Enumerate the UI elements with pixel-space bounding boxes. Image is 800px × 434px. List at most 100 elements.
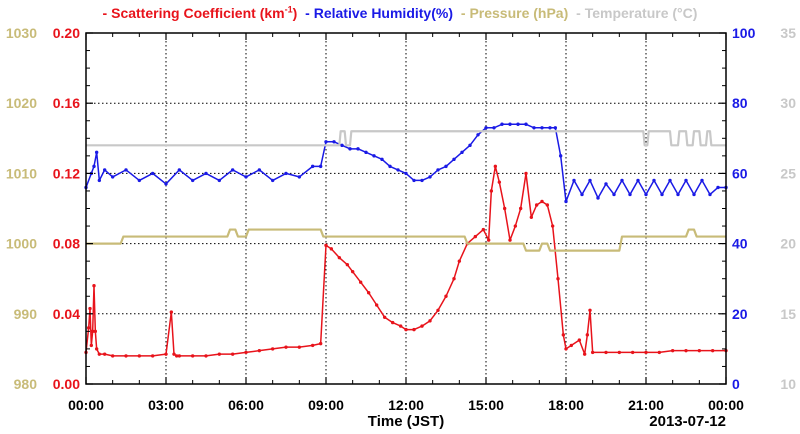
humidity-data-point xyxy=(628,192,632,197)
scattering-data-point xyxy=(588,308,592,312)
scattering-tick-label: 0.20 xyxy=(53,25,80,41)
scattering-data-point xyxy=(90,329,95,334)
humidity-data-point xyxy=(217,178,222,183)
scattering-data-point xyxy=(486,238,491,242)
scattering-data-point xyxy=(590,350,595,355)
x-tick-label: 21:00 xyxy=(628,397,664,413)
scattering-data-point xyxy=(270,347,275,351)
x-tick-label: 12:00 xyxy=(388,397,424,413)
temperature-tick-label: 30 xyxy=(780,95,796,111)
scattering-data-point xyxy=(644,350,648,355)
scattering-data-point xyxy=(670,348,675,353)
humidity-data-point xyxy=(324,140,328,144)
humidity-data-point xyxy=(716,185,720,190)
legend-scattering-tail: ) xyxy=(292,4,298,21)
legend-scattering-label: Scattering Coefficient (km xyxy=(111,4,285,21)
humidity-data-point xyxy=(452,157,456,162)
scattering-data-point xyxy=(94,347,99,351)
scattering-data-point xyxy=(110,354,115,358)
humidity-data-point xyxy=(177,168,182,172)
scattering-data-point xyxy=(508,238,512,242)
humidity-data-point xyxy=(700,178,704,183)
scattering-data-point xyxy=(329,247,334,251)
pressure-tick-label: 1000 xyxy=(6,236,37,252)
humidity-data-point xyxy=(110,175,115,179)
scattering-data-point xyxy=(481,227,486,232)
humidity-data-point xyxy=(660,192,664,197)
humidity-data-point xyxy=(318,164,323,169)
scattering-data-point xyxy=(630,350,635,355)
scattering-data-point xyxy=(604,350,608,355)
scattering-data-point xyxy=(657,350,662,355)
pressure-tick-label: 1020 xyxy=(6,95,37,111)
scattering-data-point xyxy=(257,348,262,353)
scattering-data-point xyxy=(172,352,176,356)
scattering-data-point xyxy=(310,343,315,348)
scattering-tick-label: 0.00 xyxy=(53,376,80,392)
x-tick-label: 00:00 xyxy=(68,397,104,413)
legend-scattering-sup: -1 xyxy=(284,4,293,14)
x-tick-label: 03:00 xyxy=(148,397,184,413)
humidity-data-point xyxy=(620,178,624,183)
scattering-data-point xyxy=(230,352,235,356)
scattering-tick-label: 0.08 xyxy=(53,236,80,252)
humidity-data-point xyxy=(404,171,408,176)
scattering-tick-label: 0.12 xyxy=(53,165,80,181)
humidity-data-point xyxy=(364,150,368,155)
legend-scattering-dash: - xyxy=(102,4,108,21)
scattering-data-point xyxy=(97,352,102,356)
date-label: 2013-07-12 xyxy=(649,413,726,430)
humidity-data-point xyxy=(124,168,128,172)
humidity-data-point xyxy=(564,199,568,204)
humidity-data-point xyxy=(396,168,400,172)
scattering-data-point xyxy=(284,345,288,349)
x-axis-title: Time (JST) xyxy=(368,413,444,430)
humidity-tick-label: 20 xyxy=(732,306,748,322)
x-tick-label: 18:00 xyxy=(548,397,584,413)
humidity-data-point xyxy=(652,178,656,183)
pressure-tick-label: 980 xyxy=(14,376,38,392)
humidity-data-point xyxy=(553,126,558,130)
humidity-data-point xyxy=(332,140,336,144)
humidity-tick-label: 60 xyxy=(732,165,748,181)
humidity-data-point xyxy=(92,164,96,169)
humidity-data-point xyxy=(204,171,208,176)
humidity-data-point xyxy=(190,178,195,183)
humidity-data-point xyxy=(588,178,592,183)
humidity-data-point xyxy=(668,178,672,183)
humidity-data-point xyxy=(150,171,155,176)
scattering-data-point xyxy=(710,348,715,353)
scattering-data-point xyxy=(217,352,222,356)
legend-pressure-dash: - xyxy=(460,4,466,21)
scattering-data-point xyxy=(412,327,416,332)
scattering-data-point xyxy=(436,308,440,312)
humidity-data-point xyxy=(356,147,360,151)
humidity-data-point xyxy=(492,126,496,130)
humidity-data-point xyxy=(412,178,416,183)
x-tick-label: 00:00 xyxy=(708,397,744,413)
humidity-data-point xyxy=(644,192,648,197)
temperature-tick-label: 15 xyxy=(780,306,796,322)
scattering-data-point xyxy=(337,255,342,260)
scattering-data-point xyxy=(93,329,98,334)
scattering-data-point xyxy=(345,262,350,267)
humidity-data-point xyxy=(692,192,696,197)
scattering-data-point xyxy=(374,303,379,307)
scattering-data-point xyxy=(92,284,96,288)
scattering-data-point xyxy=(524,171,528,176)
legend-humidity: - Relative Humidity(%) xyxy=(305,5,457,21)
scattering-data-point xyxy=(697,348,702,353)
scattering-data-point xyxy=(318,341,323,346)
temperature-tick-label: 20 xyxy=(780,236,796,252)
humidity-data-point xyxy=(508,122,512,126)
scattering-tick-label: 0.16 xyxy=(53,95,80,111)
scattering-data-point xyxy=(190,354,195,358)
humidity-tick-label: 100 xyxy=(732,25,756,41)
grid-lines xyxy=(86,33,726,384)
humidity-data-point xyxy=(676,192,680,197)
humidity-data-point xyxy=(532,126,536,130)
legend-temperature-deg: ° xyxy=(677,4,683,21)
scattering-data-point xyxy=(404,327,408,332)
humidity-data-point xyxy=(310,164,315,169)
humidity-tick-label: 0 xyxy=(732,376,740,392)
